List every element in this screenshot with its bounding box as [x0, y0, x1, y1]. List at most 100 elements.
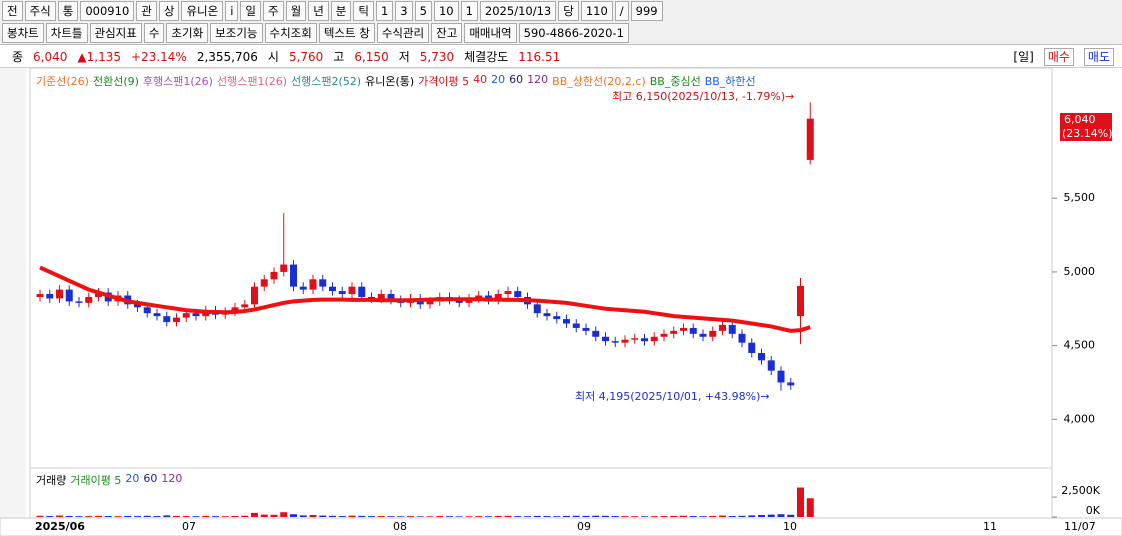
legend-item: 후행스팬1(26)	[142, 75, 213, 88]
toolbar-button[interactable]: 유니온	[181, 1, 224, 21]
toolbar-button[interactable]: 수식관리	[376, 23, 430, 43]
toolbar-button[interactable]: 차트틀	[45, 23, 88, 43]
candle-body	[621, 339, 629, 343]
toolbar-button[interactable]: 당	[558, 1, 579, 21]
sell-button[interactable]: 매도	[1083, 48, 1114, 66]
toolbar-button[interactable]: 1	[460, 1, 478, 21]
volume-bar	[797, 487, 804, 517]
toolbar-button[interactable]: 1	[375, 1, 394, 21]
toolbar-button[interactable]: 매매내역	[464, 23, 517, 43]
toolbar-button[interactable]: 관	[136, 1, 157, 21]
toolbar-button[interactable]: 3	[395, 1, 413, 21]
price: 6,040	[33, 50, 68, 64]
candle-body	[641, 338, 648, 342]
volume-bar	[758, 515, 765, 517]
change: ▲1,135	[77, 50, 121, 64]
toolbar-button[interactable]: 999	[630, 1, 663, 21]
price-tag-rate: (23.14%)	[1062, 127, 1113, 140]
volume-bar	[387, 516, 395, 517]
toolbar-button[interactable]: 월	[285, 1, 307, 21]
x-tick-label: 2025/06	[35, 520, 85, 533]
toolbar-button[interactable]: 전	[2, 1, 23, 21]
rate: +23.14%	[131, 50, 187, 64]
side-panel	[0, 68, 26, 536]
candle-body	[602, 336, 609, 342]
candle-body	[358, 286, 366, 297]
volume-bar	[426, 516, 434, 517]
volume-bar	[533, 515, 541, 517]
toolbar-button[interactable]: 110	[580, 1, 613, 21]
buy-button[interactable]: 매수	[1043, 48, 1074, 66]
candle-body	[329, 286, 336, 292]
volume-bar	[95, 515, 102, 517]
toolbar-button[interactable]: 5	[414, 1, 432, 21]
period[interactable]: [일]	[1013, 50, 1034, 64]
candle-body	[377, 294, 385, 299]
candle-body	[533, 304, 541, 314]
low: 5,730	[419, 50, 455, 64]
candle-body	[299, 286, 307, 290]
toolbar-button[interactable]: 분	[330, 1, 352, 21]
candle-body	[290, 264, 297, 287]
toolbar-button[interactable]: 틱	[353, 1, 374, 21]
toolbar-button[interactable]: 일	[240, 1, 261, 21]
volume-bar	[377, 516, 385, 517]
price-tag-value: 6,040	[1064, 113, 1096, 126]
toolbar-button[interactable]: 10	[433, 1, 459, 21]
volume-bar	[260, 514, 268, 517]
toolbar-button[interactable]: 수	[143, 23, 165, 43]
volume-bar	[134, 516, 141, 517]
volume-bar	[221, 516, 229, 517]
volume-bar	[485, 516, 492, 517]
y-tick-label: 4,500	[1064, 339, 1096, 352]
volume-bar	[290, 514, 297, 517]
volume-bar	[202, 515, 210, 517]
y-tick-label: 4,000	[1064, 412, 1096, 425]
toolbar-button[interactable]: 관심지표	[89, 23, 142, 43]
candle-body	[143, 307, 151, 314]
candle-body	[728, 324, 736, 334]
toolbar-button[interactable]: 수치조회	[264, 23, 317, 43]
toolbar-button[interactable]: 초기화	[166, 23, 209, 43]
toolbar-button[interactable]: 주식	[24, 1, 56, 21]
candle-body	[758, 352, 765, 361]
toolbar-button[interactable]: /	[614, 1, 629, 21]
legend-item: BB_상한선(20,2,c)	[552, 75, 646, 88]
candle-body	[319, 279, 327, 287]
candle-body	[719, 324, 726, 331]
volume-bar	[611, 516, 619, 517]
toolbar-button[interactable]: 590-4866-2020-1	[518, 23, 629, 43]
price-tag	[1060, 113, 1112, 141]
toolbar-button[interactable]: 년	[308, 1, 329, 21]
toolbar-button[interactable]: 000910	[80, 1, 135, 21]
legend-item: 유니온(통)	[365, 75, 415, 88]
toolbar-button[interactable]: i	[225, 1, 239, 21]
candle-body	[631, 338, 639, 340]
x-tick-label: 09	[577, 520, 591, 533]
toolbar-button[interactable]: 2025/10/13	[479, 1, 557, 21]
legend-item: 120	[161, 472, 183, 485]
candle-body	[65, 289, 73, 302]
legend-item: 선행스팬1(26)	[216, 75, 288, 88]
toolbar-button[interactable]: 보조기능	[210, 23, 263, 43]
volume-bar	[455, 516, 463, 517]
toolbar-button[interactable]: 봉차트	[2, 23, 44, 43]
toolbar-button[interactable]: 텍스트 창	[318, 23, 375, 43]
volume-bar	[329, 515, 336, 517]
candle-body	[173, 317, 180, 323]
legend: 기준선(26) 전환선(9) 후행스팬1(26) 선행스팬1(26) 선행스팬2(52)…	[36, 73, 756, 89]
volume-bar	[670, 515, 678, 517]
candle-body	[553, 316, 561, 320]
open-label: 시	[267, 50, 279, 64]
toolbar-button[interactable]: 주	[263, 1, 284, 21]
x-end-label: 11/07	[1064, 520, 1096, 533]
candle-body	[280, 264, 288, 272]
toolbar-button[interactable]: 잔고	[431, 23, 463, 43]
volume-bar	[114, 516, 122, 517]
candle-body	[95, 292, 102, 297]
toolbar-button[interactable]: 상	[158, 1, 180, 21]
toolbar-button[interactable]: 통	[57, 1, 79, 21]
volume-bar	[280, 512, 288, 517]
volume-bar	[719, 515, 726, 517]
volume-bar	[173, 515, 180, 517]
